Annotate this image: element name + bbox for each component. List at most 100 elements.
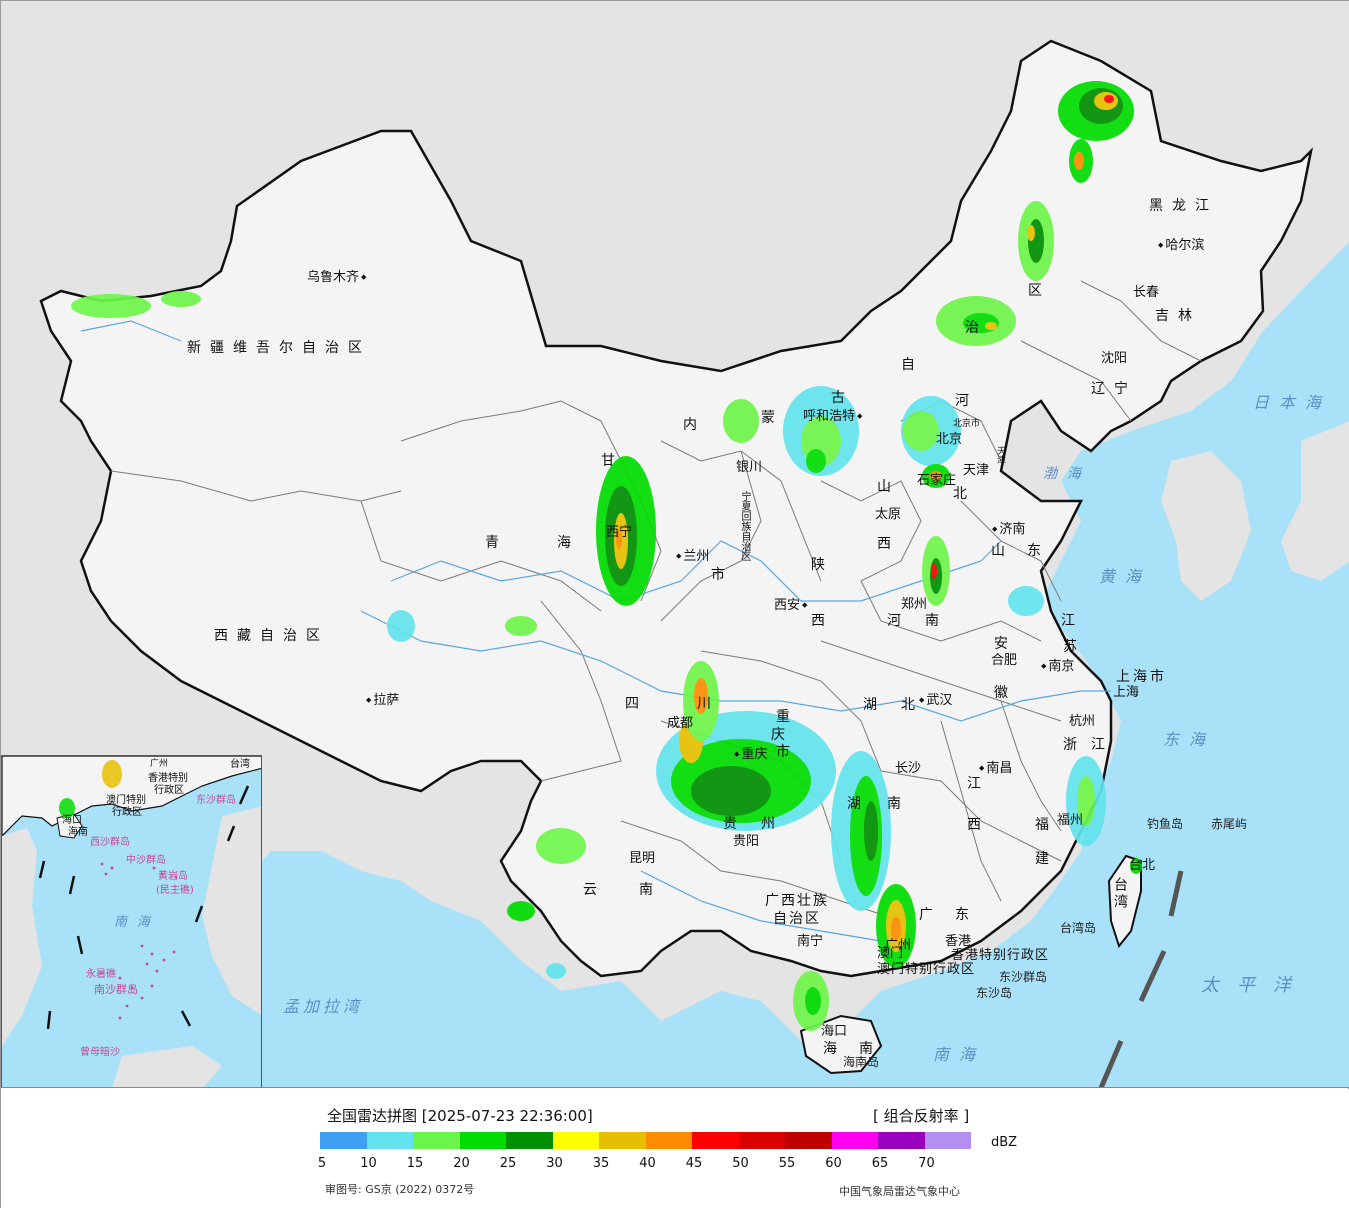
label-neimeng-a: 内 [683,417,706,433]
city-jinan[interactable]: 济南 [992,523,1025,536]
legend-product[interactable]: [ 组合反射率 ] [873,1107,970,1125]
scale-tick-label: 25 [499,1156,517,1171]
data-source: 中国气象局雷达气象中心 [839,1185,960,1198]
inset-philippines [202,806,261,1015]
city-xian[interactable]: 西安 [774,599,807,612]
south-china-sea-inset[interactable]: 广州 台湾 香港特别 行政区 澳门特别 行政区 东沙群岛 海口 海南 西沙群岛 … [1,755,262,1087]
scale-tick-label: 60 [825,1156,842,1171]
inset-guangzhou: 广州 [150,759,169,769]
echo-heilongjiang [1058,81,1134,183]
city-shanghai[interactable]: 上海 [1113,685,1140,700]
city-haikou[interactable]: 海口 [821,1024,848,1039]
city-taipei[interactable]: 台北 [1129,858,1156,873]
city-kunming[interactable]: 昆明 [629,851,656,866]
label-qinghai-a: 青 [485,535,508,551]
rivers [80,320,1111,942]
city-lhasa[interactable]: 拉萨 [366,694,399,707]
city-wuhan[interactable]: 武汉 [919,694,952,707]
inset-yongshu: 永暑礁 [86,969,116,980]
label-chongqing-a: 重 [776,709,799,725]
city-nanchang[interactable]: 南昌 [979,762,1012,775]
city-nanjing[interactable]: 南京 [1041,660,1074,673]
label-hebei-b: 北 [953,486,976,502]
city-urumqi[interactable]: 乌鲁木齐 [307,271,366,284]
city-hefei[interactable]: 合肥 [991,653,1018,668]
label-guizhou-a: 贵 [723,816,746,832]
city-fuzhou[interactable]: 福州 [1057,813,1084,828]
scale-tick-label: 20 [453,1156,470,1171]
city-chengdu[interactable]: 成都 [667,716,694,731]
label-taiwan: 台湾 [1112,877,1128,911]
label-heilongjiang: 黑龙江 [1149,198,1218,214]
city-guangzhou[interactable]: 广州 [885,938,912,953]
label-neimeng-c: 古 [831,390,854,406]
city-tianjin[interactable]: 天津 [963,463,990,478]
city-hohhot[interactable]: 呼和浩特 [803,410,862,423]
sea-pacific: 太平洋 [1201,975,1309,996]
city-xining[interactable]: 西宁 [606,525,633,540]
label-shaanxi-b: 西 [811,613,834,629]
korea-land [1161,451,1251,601]
label-guangxi-a: 广西壮族 [765,893,829,909]
legend-unit: dBZ [991,1135,1018,1150]
map-area[interactable]: 新疆维吾尔自治区 西藏自治区 青 海 甘 市 四 川 云 南 内 蒙 古 自 治… [1,1,1349,1088]
city-hongkong[interactable]: 香港 [945,934,972,949]
city-chongqing[interactable]: 重庆 [734,748,767,761]
echo-sichuan-chongqing [656,661,836,831]
label-hainan-island: 海南岛 [843,1055,880,1069]
city-taiyuan[interactable]: 太原 [875,507,902,522]
inset-haikou: 海口 [62,815,82,826]
label-zhejiang-b: 江 [1091,737,1114,753]
city-zhengzhou[interactable]: 郑州 [901,597,928,612]
label-ningxia: 宁夏回族自治区 [739,491,750,561]
city-shenyang[interactable]: 沈阳 [1101,351,1128,366]
city-lanzhou[interactable]: 兰州 [676,550,709,563]
scale-tick-label: 30 [546,1156,563,1171]
inset-macau: 澳门特别 [106,795,146,806]
city-beijing[interactable]: 北京 [936,432,963,447]
sea-bengal: 孟加拉湾 [283,997,364,1016]
echo-hunan-guangxi [831,751,891,911]
label-chiwei: 赤尾屿 [1211,817,1248,831]
label-yunnan-a: 云 [583,882,606,898]
label-neimeng-b: 蒙 [761,410,784,426]
city-shijiazhuang[interactable]: 石家庄 [917,473,957,488]
label-guangdong-a: 广 [919,907,942,923]
city-hangzhou[interactable]: 杭州 [1069,714,1096,729]
color-swatch [692,1132,739,1149]
label-henan-a: 河 [887,613,910,629]
city-changsha[interactable]: 长沙 [895,761,922,776]
inset-hainan: 海南 [68,827,88,838]
sea-japan: 日本海 [1253,393,1332,412]
color-swatch [831,1132,878,1149]
label-hunan-b: 南 [887,796,910,812]
city-harbin[interactable]: 哈尔滨 [1158,239,1204,252]
color-scale-bar [320,1132,971,1149]
sea-yellow: 黄海 [1099,567,1152,586]
label-shanghai: 上海市 [1116,669,1167,685]
color-swatch [924,1132,971,1149]
city-yinchuan[interactable]: 银川 [736,460,763,475]
city-nanning[interactable]: 南宁 [797,934,824,949]
label-shanxi-a: 山 [877,479,900,495]
label-gansu: 甘 [601,453,624,469]
city-guiyang[interactable]: 贵阳 [733,834,760,849]
color-swatch [599,1132,646,1149]
scale-tick-label: 5 [317,1156,327,1171]
echo-neimeng-east [936,201,1054,346]
label-macau-sar: 澳门特别行政区 [877,962,976,977]
inset-islands-dots [100,862,178,1020]
label-neimeng-d: 自 [901,357,924,373]
hainan-land [799,1014,883,1075]
inset-indochina [2,828,42,1046]
label-dongsha-island: 东沙岛 [976,986,1013,1000]
sea-east: 东海 [1163,730,1216,749]
label-beijing-city: 北京市 [953,419,981,429]
label-qinghai-b: 海 [557,535,580,551]
label-sichuan-b: 川 [697,696,720,712]
label-yunnan-b: 南 [639,882,662,898]
city-changchun[interactable]: 长春 [1133,285,1160,300]
label-jiangsu-b: 苏 [1063,639,1086,655]
city-macau[interactable]: 澳门 [877,946,904,961]
